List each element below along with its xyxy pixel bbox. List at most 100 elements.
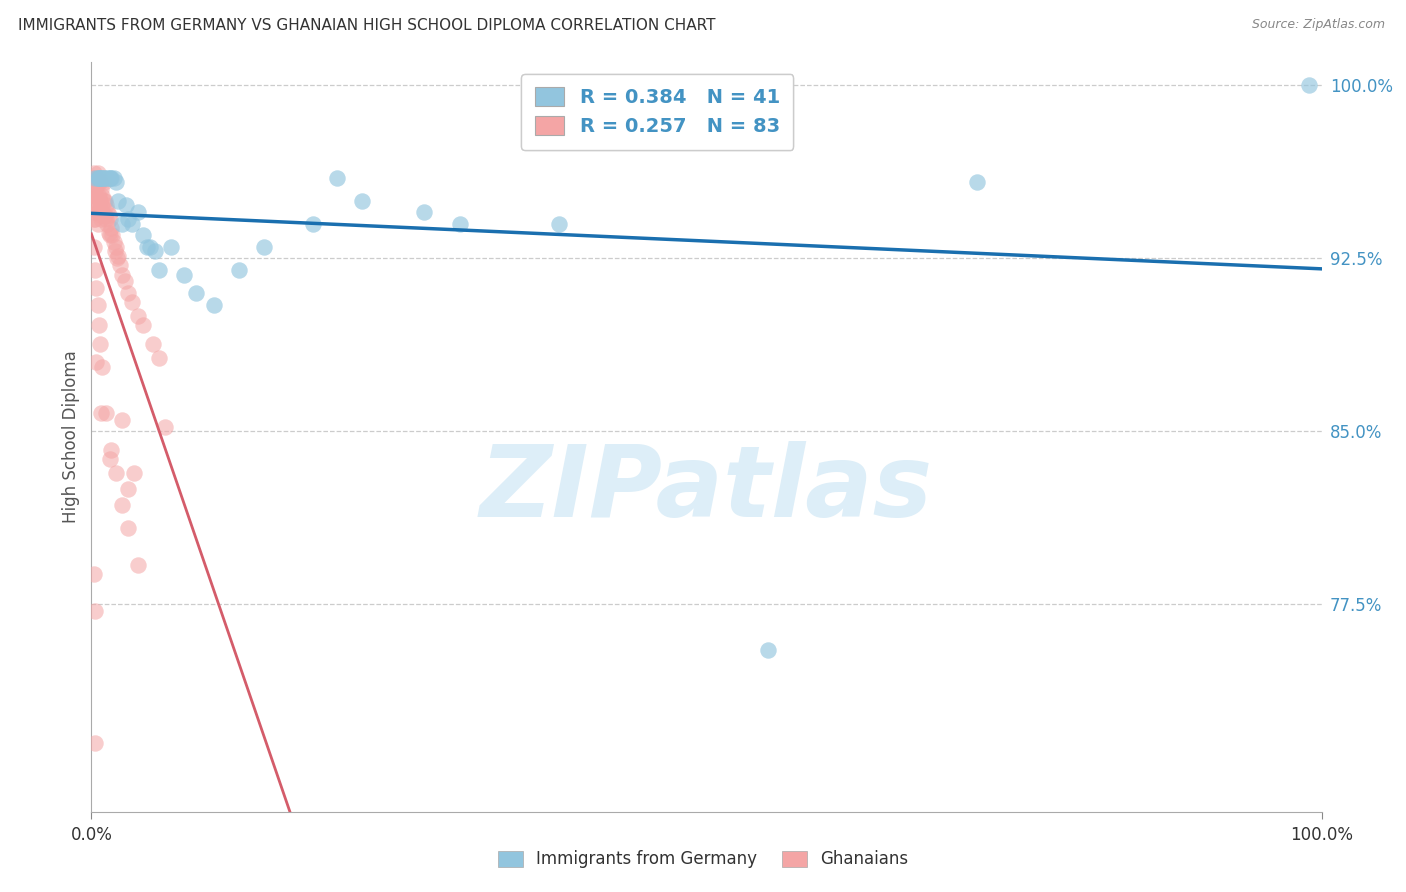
Point bbox=[101, 228, 124, 243]
Point bbox=[105, 252, 128, 266]
Point bbox=[86, 205, 108, 219]
Text: ZIPatlas: ZIPatlas bbox=[479, 441, 934, 538]
Point bbox=[253, 240, 276, 254]
Point bbox=[135, 240, 157, 254]
Point bbox=[124, 466, 146, 480]
Point bbox=[412, 205, 434, 219]
Point bbox=[145, 244, 166, 259]
Point bbox=[352, 194, 374, 208]
Point bbox=[111, 498, 134, 512]
Point bbox=[98, 170, 121, 185]
Point bbox=[1298, 78, 1320, 93]
Point bbox=[100, 442, 122, 457]
Point bbox=[103, 170, 125, 185]
Point bbox=[86, 166, 108, 180]
Point bbox=[87, 189, 110, 203]
Point bbox=[184, 285, 207, 300]
Point bbox=[228, 263, 250, 277]
Point bbox=[127, 205, 149, 219]
Point bbox=[84, 212, 107, 227]
Point bbox=[117, 212, 139, 227]
Legend: Immigrants from Germany, Ghanaians: Immigrants from Germany, Ghanaians bbox=[489, 842, 917, 877]
Point bbox=[114, 198, 138, 212]
Point bbox=[96, 406, 117, 420]
Y-axis label: High School Diploma: High School Diploma bbox=[62, 351, 80, 524]
Point bbox=[96, 202, 118, 217]
Point bbox=[111, 413, 134, 427]
Point bbox=[117, 285, 139, 300]
Point bbox=[107, 194, 129, 208]
Point bbox=[84, 198, 107, 212]
Point bbox=[83, 198, 105, 212]
Point bbox=[93, 194, 115, 208]
Point bbox=[83, 189, 105, 203]
Point bbox=[121, 217, 143, 231]
Point bbox=[82, 194, 104, 208]
Point bbox=[87, 318, 110, 333]
Point bbox=[100, 221, 122, 235]
Point bbox=[89, 336, 111, 351]
Point bbox=[94, 208, 117, 222]
Point bbox=[139, 240, 162, 254]
Point bbox=[96, 212, 117, 227]
Point bbox=[97, 226, 120, 240]
Point bbox=[966, 175, 988, 189]
Point bbox=[103, 235, 125, 250]
Point bbox=[107, 249, 129, 263]
Point bbox=[84, 170, 107, 185]
Point bbox=[148, 263, 170, 277]
Point bbox=[148, 351, 170, 365]
Point bbox=[98, 452, 121, 467]
Point bbox=[94, 194, 117, 208]
Point bbox=[117, 482, 139, 496]
Point bbox=[83, 175, 105, 189]
Point bbox=[547, 217, 569, 231]
Point bbox=[756, 643, 779, 657]
Point bbox=[83, 567, 105, 582]
Point bbox=[86, 175, 108, 189]
Point bbox=[114, 275, 136, 289]
Point bbox=[83, 212, 105, 227]
Point bbox=[82, 182, 104, 196]
Point bbox=[93, 208, 115, 222]
Point bbox=[91, 359, 114, 374]
Point bbox=[449, 217, 471, 231]
Point bbox=[86, 175, 108, 189]
Point bbox=[90, 182, 112, 196]
Point bbox=[202, 297, 225, 311]
Point bbox=[91, 205, 114, 219]
Point bbox=[90, 212, 112, 227]
Point bbox=[86, 355, 108, 369]
Point bbox=[86, 170, 108, 185]
Point bbox=[153, 419, 177, 434]
Point bbox=[301, 217, 323, 231]
Point bbox=[142, 336, 165, 351]
Point bbox=[86, 189, 108, 203]
Point bbox=[86, 297, 108, 311]
Point bbox=[90, 170, 112, 185]
Point bbox=[87, 175, 110, 189]
Point bbox=[117, 521, 139, 535]
Point bbox=[91, 170, 114, 185]
Point bbox=[100, 170, 122, 185]
Text: Source: ZipAtlas.com: Source: ZipAtlas.com bbox=[1251, 18, 1385, 31]
Point bbox=[86, 205, 108, 219]
Point bbox=[87, 205, 110, 219]
Point bbox=[87, 170, 110, 185]
Point bbox=[160, 240, 183, 254]
Point bbox=[93, 175, 115, 189]
Point bbox=[111, 217, 134, 231]
Point bbox=[86, 189, 108, 203]
Point bbox=[84, 263, 107, 277]
Point bbox=[132, 318, 155, 333]
Point bbox=[91, 189, 114, 203]
Point bbox=[132, 228, 155, 243]
Legend: R = 0.384   N = 41, R = 0.257   N = 83: R = 0.384 N = 41, R = 0.257 N = 83 bbox=[522, 74, 793, 150]
Point bbox=[326, 170, 349, 185]
Point bbox=[89, 208, 111, 222]
Point bbox=[121, 295, 143, 310]
Text: IMMIGRANTS FROM GERMANY VS GHANAIAN HIGH SCHOOL DIPLOMA CORRELATION CHART: IMMIGRANTS FROM GERMANY VS GHANAIAN HIGH… bbox=[18, 18, 716, 33]
Point bbox=[94, 170, 117, 185]
Point bbox=[84, 735, 107, 749]
Point bbox=[87, 170, 110, 185]
